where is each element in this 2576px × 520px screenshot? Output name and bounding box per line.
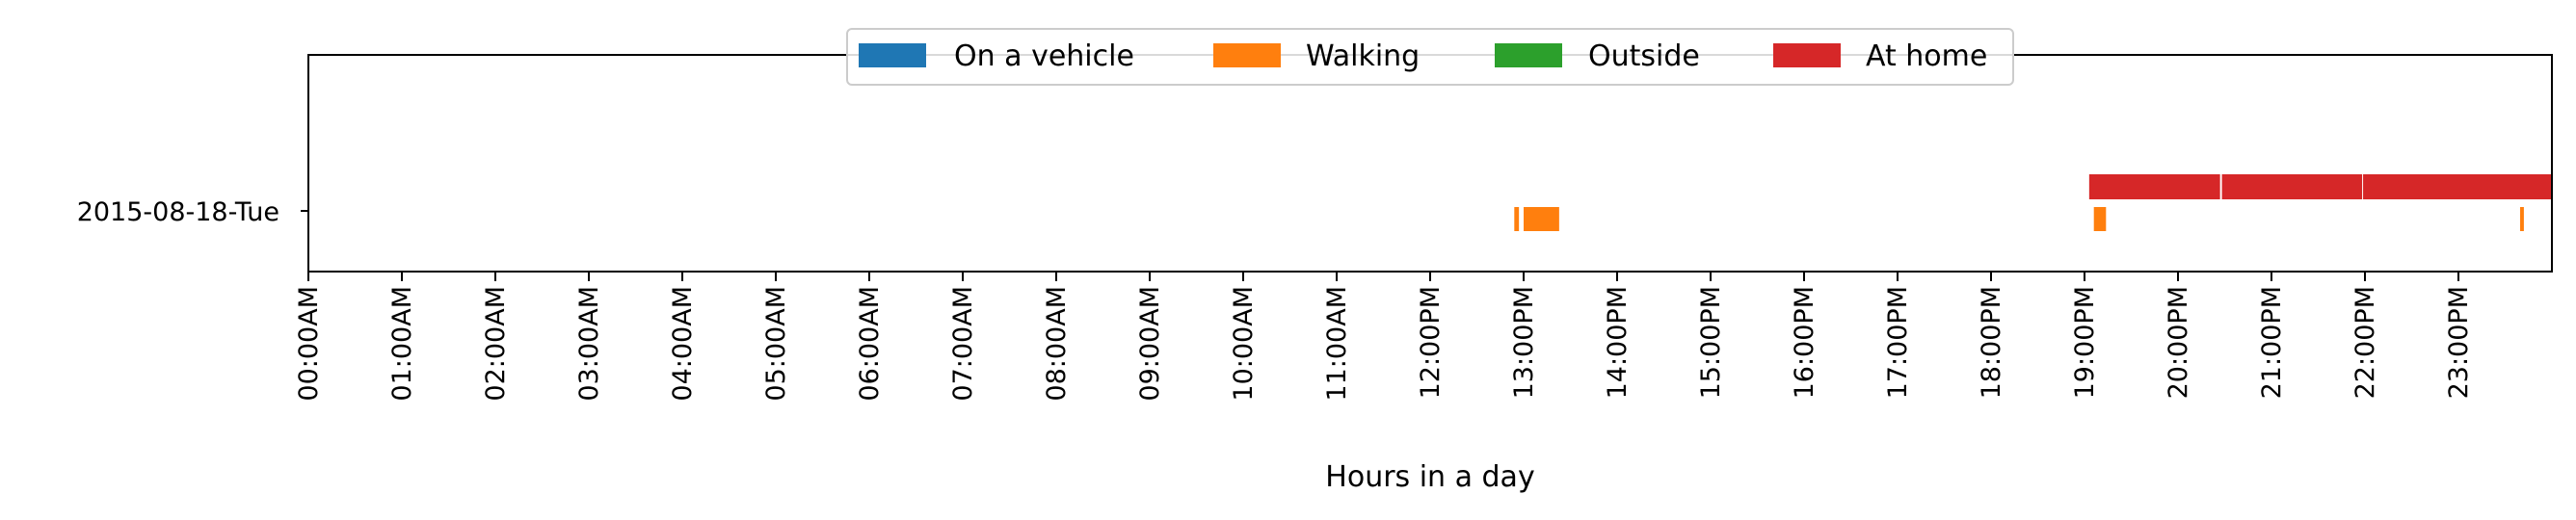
bar-walking: [1524, 207, 1559, 231]
plot-frame: [307, 54, 2553, 273]
bar-walking: [2520, 207, 2524, 231]
x-tick-label: 17:00PM: [1883, 286, 1913, 399]
legend-label-on-a-vehicle: On a vehicle: [954, 39, 1134, 73]
x-tick-label: 21:00PM: [2257, 286, 2287, 399]
x-tick-label: 06:00AM: [855, 286, 885, 402]
x-ticks: 00:00AM 01:00AM 02:00AM 03:00AM 04:00AM 05:00…: [294, 272, 2474, 402]
legend: On a vehicle Walking Outside At home: [846, 28, 2014, 86]
bar-walking: [2093, 207, 2107, 231]
x-tick-label: 13:00PM: [1509, 286, 1539, 399]
x-tick-label: 15:00PM: [1696, 286, 1726, 399]
bar-walking: [1514, 207, 1520, 231]
x-tick-label: 02:00AM: [481, 286, 511, 402]
legend-swatch-on-a-vehicle: [859, 43, 926, 67]
x-tick-label: 01:00AM: [387, 286, 417, 402]
x-tick-label: 10:00AM: [1229, 286, 1259, 402]
x-tick-label: 09:00AM: [1135, 286, 1165, 402]
x-tick-label: 05:00AM: [761, 286, 791, 402]
legend-swatch-at-home: [1773, 43, 1841, 67]
legend-label-at-home: At home: [1866, 39, 1987, 73]
x-tick-label: 03:00AM: [574, 286, 604, 402]
x-tick-label: 04:00AM: [668, 286, 698, 402]
bar-at-home: [2221, 174, 2363, 199]
x-tick-label: 14:00PM: [1603, 286, 1633, 399]
x-tick-label: 18:00PM: [1977, 286, 2006, 399]
bar-at-home: [2363, 174, 2552, 199]
x-tick-label: 23:00PM: [2444, 286, 2474, 399]
x-tick-label: 08:00AM: [1042, 286, 1072, 402]
legend-swatch-outside: [1495, 43, 1562, 67]
plot-area: [301, 54, 2553, 273]
bar-at-home: [2088, 174, 2220, 199]
x-tick-label: 00:00AM: [294, 286, 324, 402]
x-tick-label: 19:00PM: [2070, 286, 2100, 399]
legend-swatch-walking: [1213, 43, 1281, 67]
legend-label-walking: Walking: [1306, 39, 1420, 73]
legend-label-outside: Outside: [1588, 39, 1700, 73]
y-tick-labels: 2015-08-18-Tue: [77, 197, 279, 227]
x-tick-label: 07:00AM: [948, 286, 978, 402]
x-tick-label: 22:00PM: [2350, 286, 2380, 399]
x-tick-label: 11:00AM: [1322, 286, 1352, 402]
x-tick-label: 16:00PM: [1790, 286, 1819, 399]
legend-box: [846, 28, 2014, 86]
x-tick-label: 20:00PM: [2164, 286, 2193, 399]
x-tick-label: 12:00PM: [1416, 286, 1446, 399]
x-axis-title: Hours in a day: [1325, 460, 1534, 494]
y-tick-label: 2015-08-18-Tue: [77, 197, 279, 227]
